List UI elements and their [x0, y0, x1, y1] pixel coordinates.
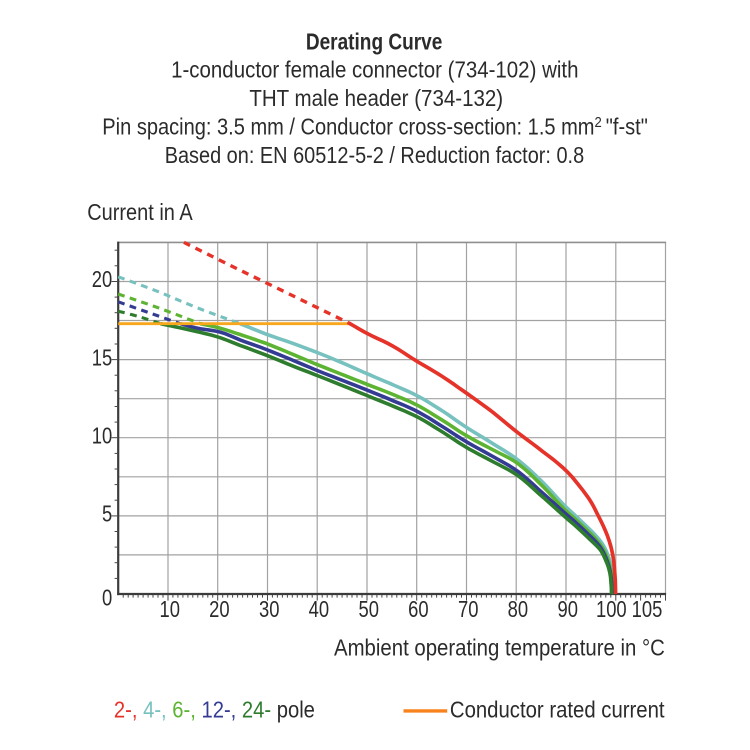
svg-text:Derating Curve: Derating Curve	[306, 30, 443, 55]
svg-text:60: 60	[408, 597, 428, 622]
svg-text:Conductor rated current: Conductor rated current	[450, 696, 665, 723]
svg-text:50: 50	[358, 597, 378, 622]
svg-text:5: 5	[102, 502, 112, 527]
svg-text:40: 40	[309, 597, 329, 622]
svg-text:10: 10	[92, 424, 112, 449]
svg-text:20: 20	[209, 597, 229, 622]
svg-text:Current in A: Current in A	[87, 200, 193, 226]
svg-text:70: 70	[458, 597, 478, 622]
svg-text:90: 90	[557, 597, 577, 622]
svg-text:THT male header (734-132): THT male header (734-132)	[249, 85, 503, 111]
svg-text:105: 105	[632, 597, 663, 622]
svg-text:1-conductor female connector (: 1-conductor female connector (734-102) w…	[171, 56, 578, 82]
svg-text:10: 10	[159, 597, 179, 622]
svg-text:15: 15	[92, 346, 112, 371]
svg-text:0: 0	[102, 586, 112, 611]
svg-text:30: 30	[259, 597, 279, 622]
svg-text:100: 100	[596, 597, 627, 622]
svg-text:Based on: EN 60512-5-2 / Reduc: Based on: EN 60512-5-2 / Reduction facto…	[165, 143, 584, 169]
svg-text:80: 80	[508, 597, 528, 622]
svg-text:20: 20	[92, 267, 112, 292]
svg-text:Ambient operating temperature: Ambient operating temperature in °C	[334, 634, 665, 660]
svg-text:Pin spacing: 3.5 mm / Conducto: Pin spacing: 3.5 mm / Conductor cross-se…	[102, 113, 648, 140]
svg-text:2-, 4-, 6-, 12-, 24- pole: 2-, 4-, 6-, 12-, 24- pole	[114, 696, 315, 723]
